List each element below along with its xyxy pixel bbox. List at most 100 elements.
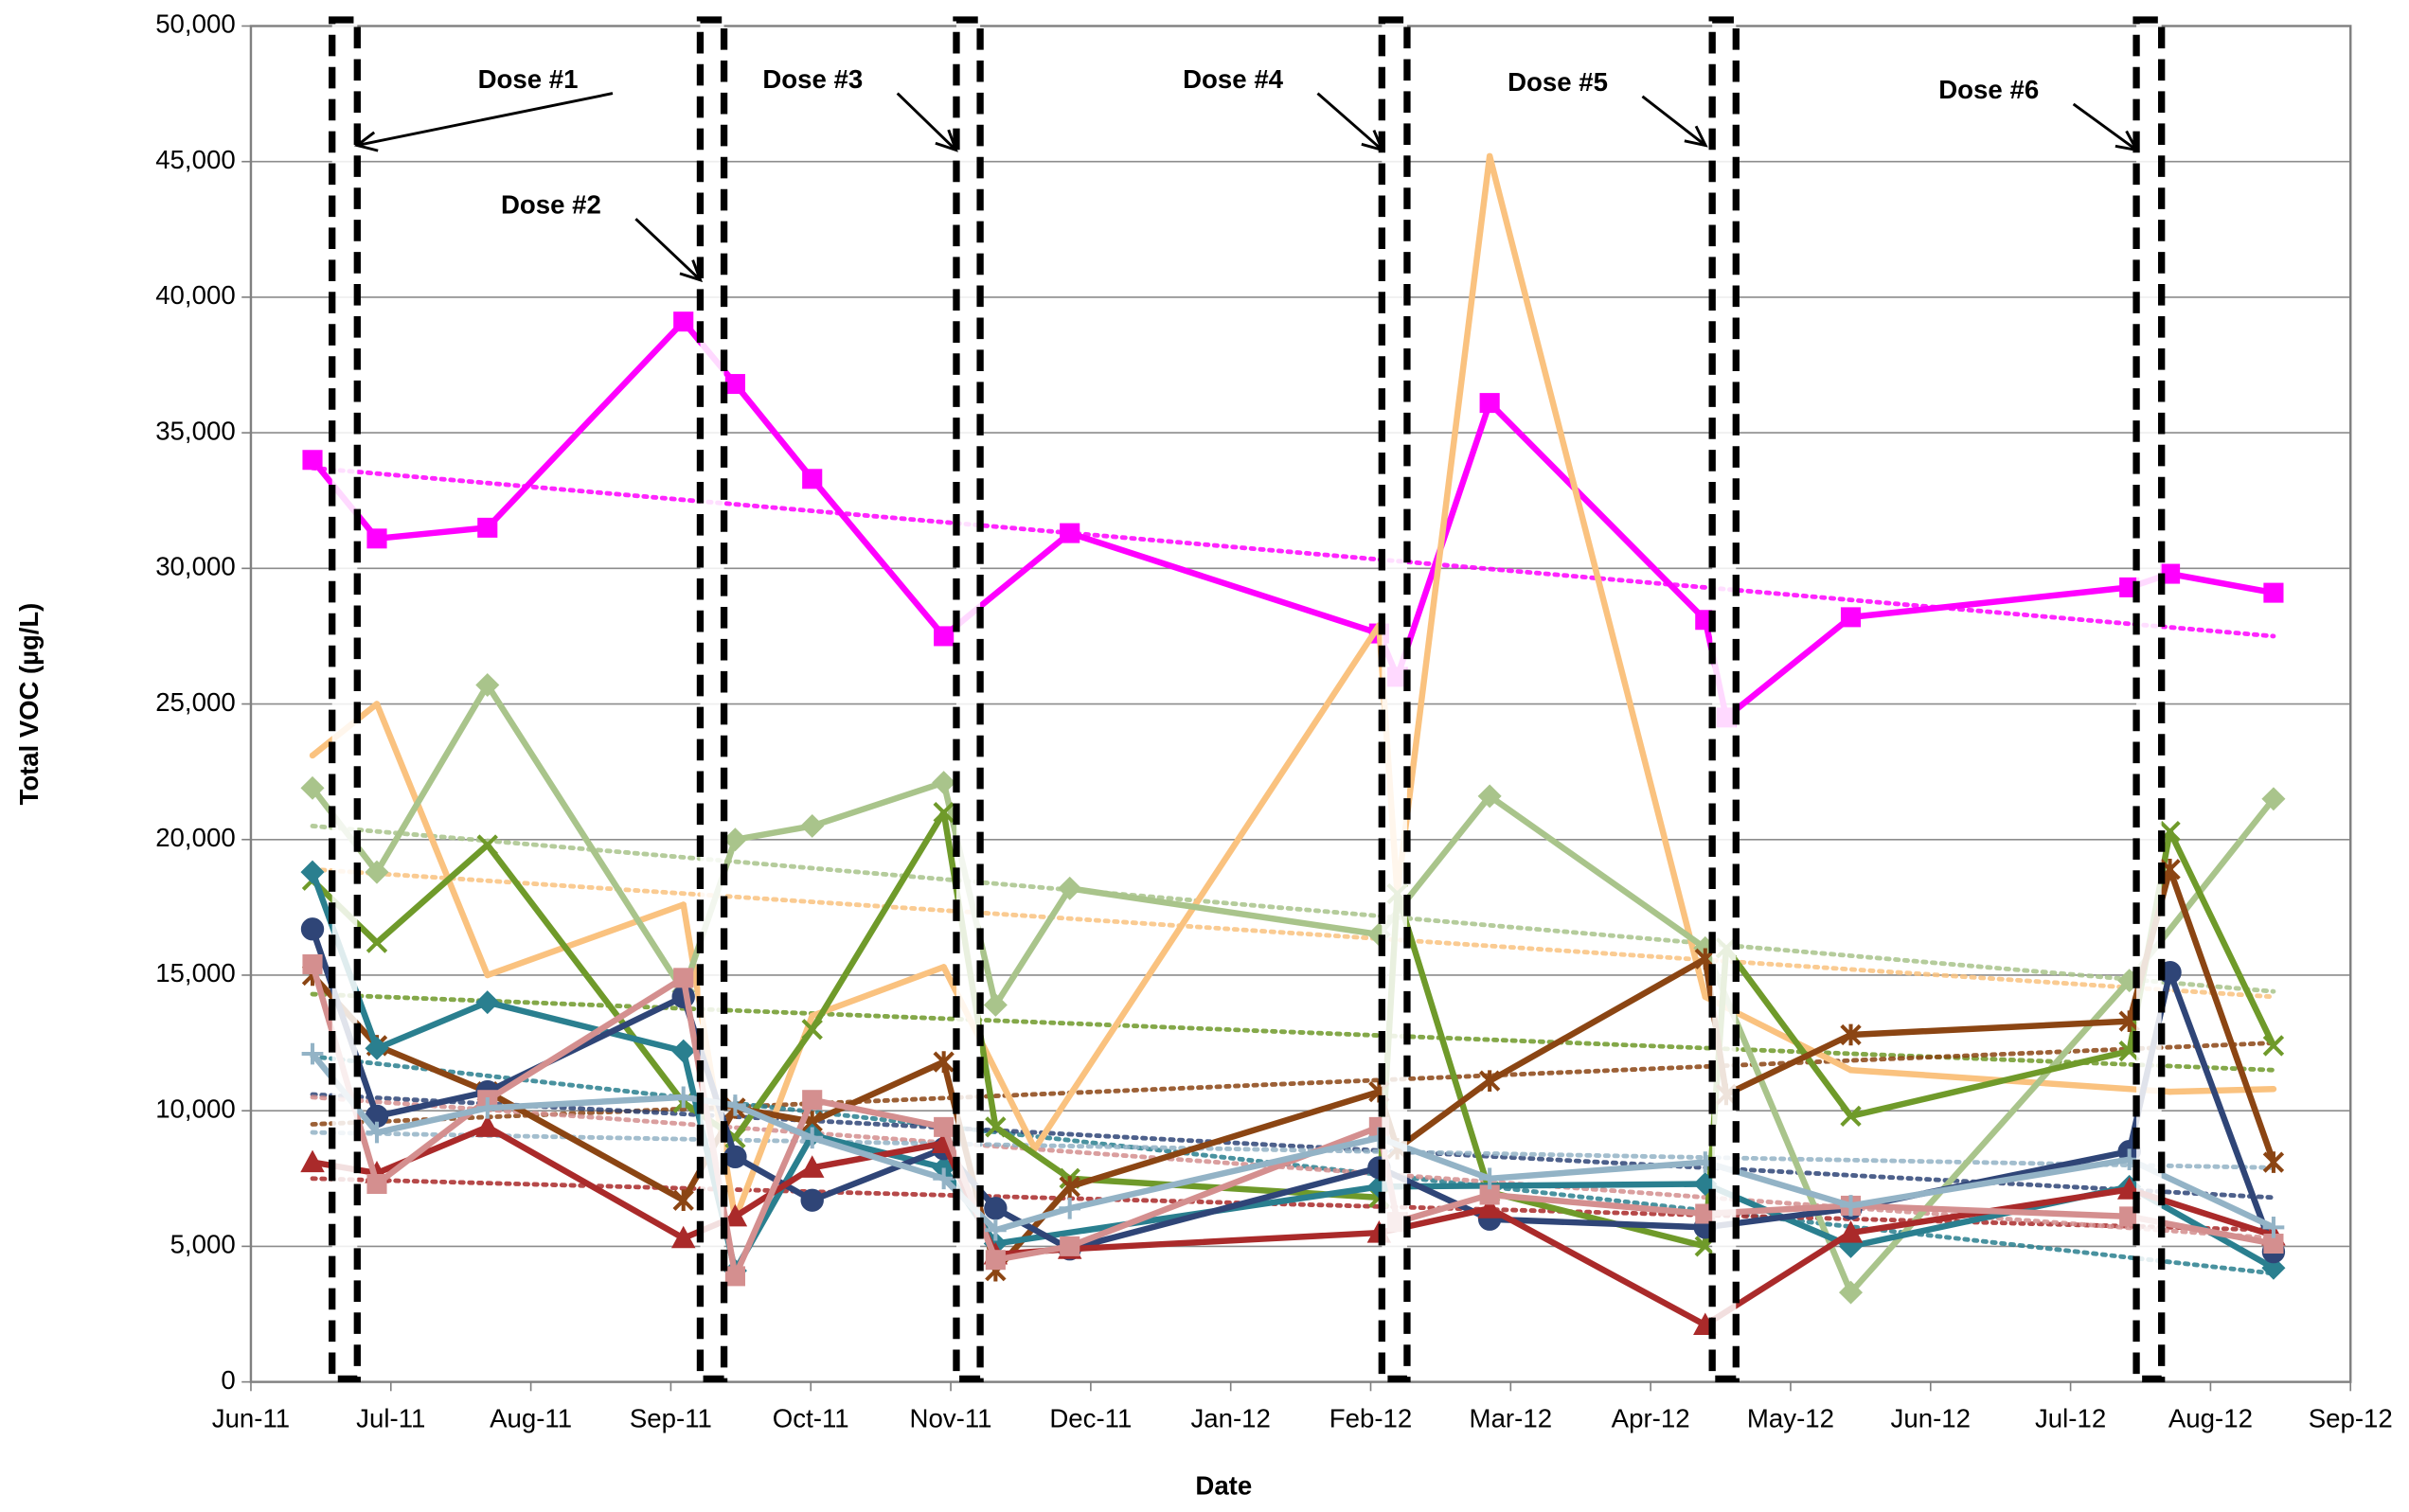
dose-box-bg — [955, 20, 981, 1379]
marker — [670, 1225, 696, 1249]
marker — [672, 1086, 695, 1109]
series-line — [309, 963, 2275, 1280]
dose-label: Dose #1 — [478, 64, 579, 94]
dose-arrow — [634, 218, 702, 281]
x-tick-label: Sep-11 — [630, 1403, 712, 1432]
trend-line — [310, 1094, 2276, 1241]
marker — [802, 469, 823, 489]
dose-arrowhead — [1684, 125, 1708, 148]
x-tick-label: Aug-11 — [490, 1403, 572, 1432]
x-tick-label: Jun-11 — [212, 1403, 290, 1432]
dose-arrowhead — [353, 131, 379, 152]
y-tick-label: 10,000 — [155, 1094, 236, 1124]
marker — [300, 917, 325, 941]
marker — [2262, 1035, 2285, 1057]
point — [1486, 152, 1493, 160]
dose-arrowhead — [1361, 129, 1385, 152]
marker — [724, 374, 745, 395]
marker — [1479, 393, 1500, 414]
marker — [366, 932, 388, 953]
x-tick-label: Dec-11 — [1049, 1403, 1132, 1432]
marker — [300, 775, 325, 800]
marker — [934, 1116, 955, 1137]
x-tick-label: Sep-12 — [2309, 1403, 2393, 1432]
x-tick-label: Feb-12 — [1329, 1403, 1413, 1432]
y-tick-label: 50,000 — [155, 9, 236, 39]
dose-box — [1708, 16, 1740, 1383]
marker — [1059, 1197, 1081, 1219]
marker — [799, 1155, 825, 1178]
x-tick-label: Oct-11 — [773, 1403, 849, 1432]
x-tick-label: Jun-12 — [1891, 1403, 1971, 1432]
dose-arrowhead — [679, 259, 704, 283]
x-tick-label: Jul-11 — [356, 1403, 425, 1432]
dose-box — [2132, 16, 2166, 1383]
point — [2270, 1086, 2277, 1093]
marker — [724, 1094, 746, 1116]
marker — [1478, 1167, 1501, 1190]
marker — [723, 1145, 747, 1168]
dose-arrowhead — [935, 129, 958, 152]
marker — [932, 771, 956, 795]
x-tick-label: Mar-12 — [1470, 1403, 1553, 1432]
marker — [302, 954, 323, 975]
point — [373, 701, 381, 707]
marker — [1060, 523, 1080, 543]
marker — [300, 1149, 325, 1173]
marker — [984, 1197, 1008, 1220]
marker — [2261, 1255, 2286, 1280]
marker — [983, 993, 1008, 1017]
trend-line — [310, 1054, 2276, 1276]
y-tick-label: 25,000 — [155, 687, 236, 717]
dose-arrow — [1316, 92, 1383, 151]
y-tick-label: 0 — [221, 1365, 235, 1395]
marker — [673, 311, 694, 332]
marker — [985, 1250, 1006, 1271]
marker — [301, 1042, 324, 1065]
point — [2167, 1088, 2173, 1095]
dose-box — [953, 16, 984, 1383]
marker — [1477, 784, 1502, 809]
dose-box — [696, 16, 728, 1383]
dose-box-bg — [331, 20, 358, 1379]
marker — [1840, 1023, 1862, 1046]
series-line — [310, 866, 2277, 1274]
marker — [1838, 1280, 1864, 1305]
dose-label: Dose #3 — [762, 64, 863, 94]
marker — [475, 1114, 500, 1137]
x-axis-title: Date — [1195, 1470, 1252, 1500]
y-tick-label: 30,000 — [155, 552, 236, 581]
marker — [1840, 1195, 1862, 1217]
marker — [933, 801, 955, 824]
series-line — [310, 318, 2275, 721]
dose-arrow — [356, 92, 614, 147]
point — [680, 901, 687, 908]
dose-arrow — [896, 92, 957, 151]
marker — [475, 990, 500, 1015]
dose-label: Dose #6 — [1938, 75, 2039, 104]
x-tick-label: Jan-12 — [1190, 1403, 1270, 1432]
marker — [934, 626, 955, 647]
dose-label: Dose #2 — [501, 190, 601, 220]
marker — [724, 1266, 745, 1287]
marker — [302, 450, 323, 471]
dose-box — [1378, 16, 1411, 1383]
marker — [933, 1167, 955, 1190]
marker — [366, 528, 387, 549]
plot-border — [249, 25, 2352, 1383]
marker — [723, 1203, 748, 1227]
marker — [800, 813, 825, 838]
marker — [672, 1189, 694, 1212]
dose-label: Dose #5 — [1508, 67, 1608, 97]
marker — [366, 1121, 388, 1144]
dose-box-bg — [2136, 20, 2162, 1379]
dose-arrow — [2072, 102, 2138, 151]
dose-box — [329, 16, 361, 1383]
marker — [933, 1051, 955, 1073]
marker — [1058, 876, 1082, 900]
marker — [801, 1019, 823, 1041]
x-tick-label: Apr-12 — [1612, 1403, 1690, 1432]
marker — [985, 1116, 1007, 1138]
